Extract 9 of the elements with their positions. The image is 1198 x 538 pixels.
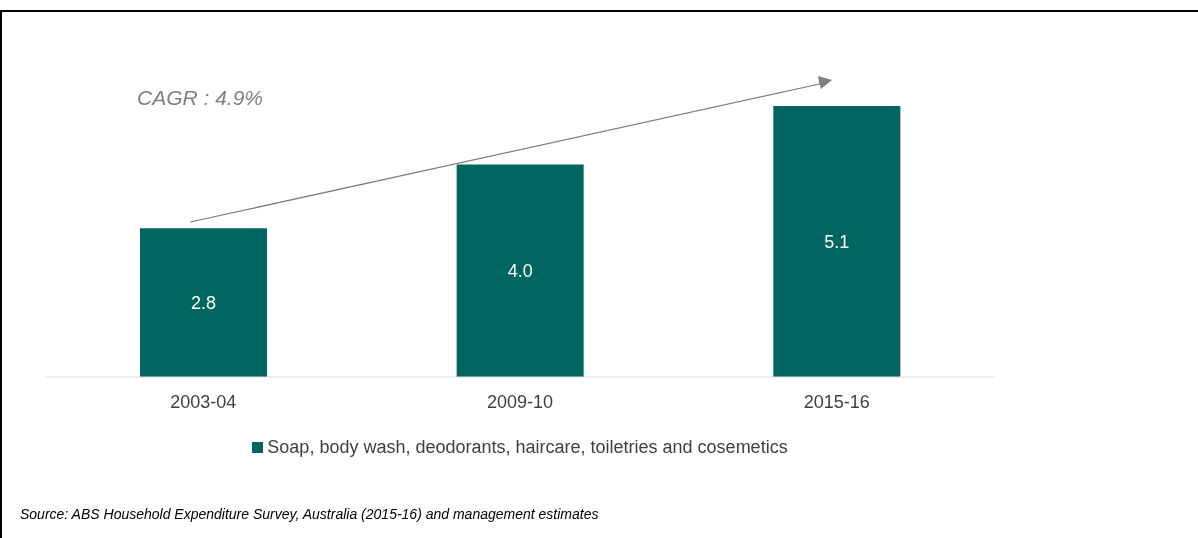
- data-label: 5.1: [824, 231, 850, 252]
- x-tick-label: 2003-04: [170, 391, 237, 412]
- annotation: CAGR : 4.9%: [137, 86, 264, 110]
- x-tick-label: 2015-16: [803, 391, 870, 412]
- x-tick-label: 2009-10: [486, 391, 554, 412]
- data-label: 2.8: [190, 293, 217, 313]
- legend-label: Soap, body wash, deodorants, haircare, toiletries and cosemetics: [267, 437, 788, 458]
- source-note: Source: ABS Household Expenditure Survey, Australia (2015-16) and management estimates: [20, 506, 599, 522]
- data-label: 4.0: [507, 261, 533, 282]
